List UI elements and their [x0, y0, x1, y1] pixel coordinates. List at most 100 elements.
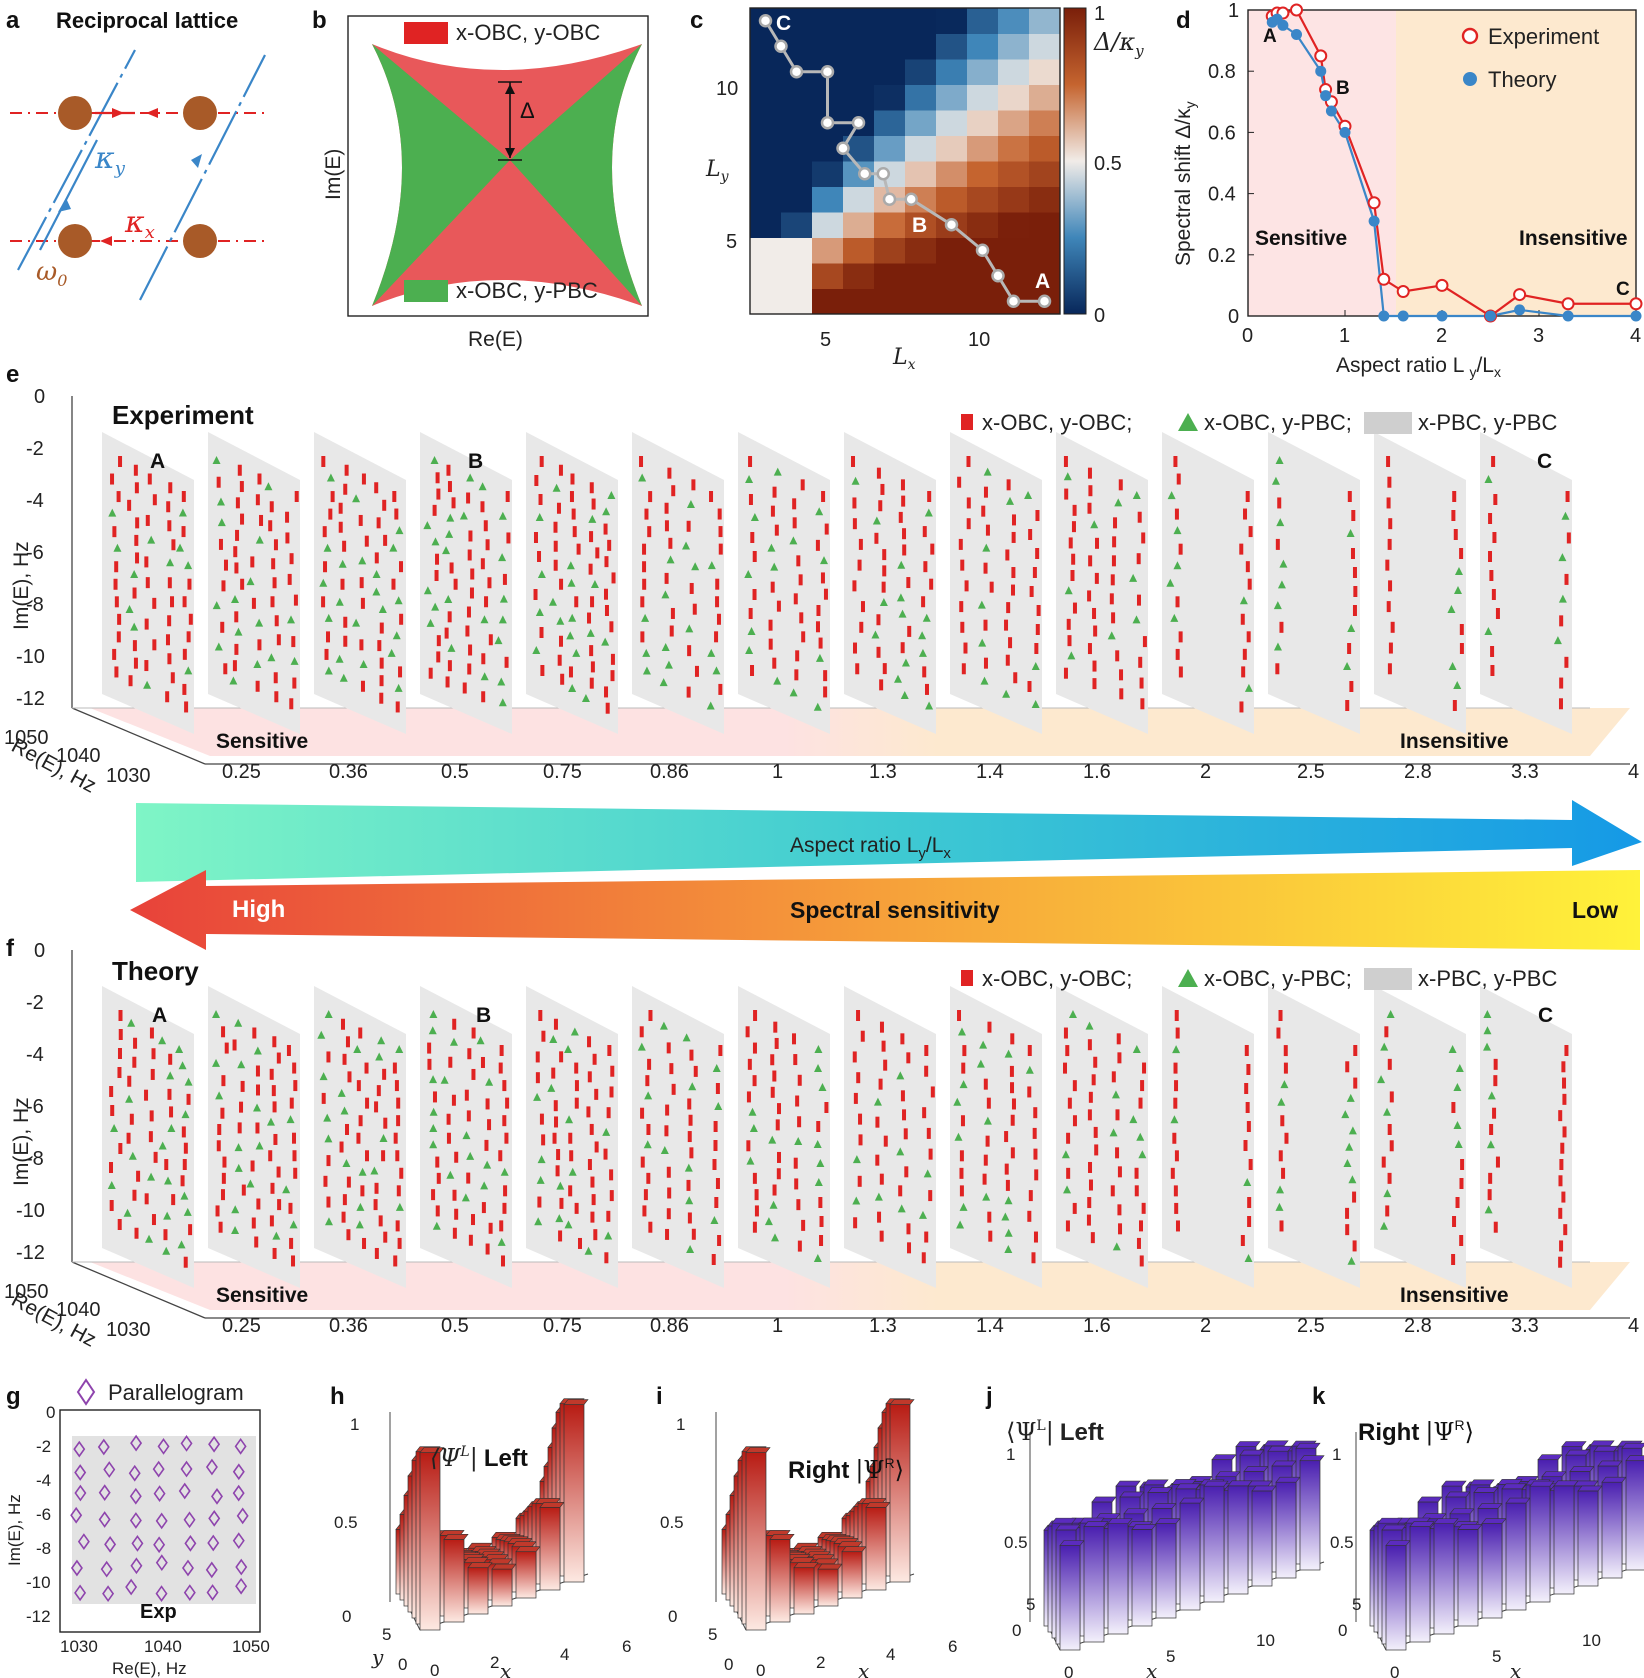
obc-obc-mark	[152, 597, 157, 609]
obc-obc-mark	[1390, 621, 1395, 633]
spectrum-plane	[1162, 986, 1254, 1288]
ratio-tick: 0.5	[441, 761, 469, 783]
heatmap-cell	[750, 84, 782, 111]
obc-obc-mark	[393, 1255, 398, 1267]
obc-obc-mark	[801, 1219, 806, 1231]
parallelogram-point	[155, 1554, 168, 1572]
path-point	[851, 116, 866, 130]
obc-obc-mark	[794, 1178, 799, 1190]
spectrum-plane	[632, 432, 724, 734]
obc-obc-mark	[222, 1156, 227, 1168]
heatmap-cell	[843, 33, 875, 60]
obc-obc-mark	[878, 1078, 883, 1090]
obc-pbc-mark	[485, 1077, 494, 1086]
obc-obc-mark	[966, 456, 971, 467]
obc-obc-mark	[152, 639, 157, 651]
panel-letter-h: h	[330, 1383, 345, 1410]
obc-pbc-mark	[1132, 615, 1141, 624]
obc-obc-mark	[927, 491, 932, 502]
obc-obc-mark	[356, 1080, 361, 1092]
panel-f-region-band	[90, 1262, 1630, 1310]
heatmap-cell	[998, 135, 1030, 162]
d-xtick: 2	[1436, 325, 1447, 347]
obc-obc-mark	[1452, 700, 1457, 711]
heatmap-cell	[967, 8, 999, 34]
obc-pbc-mark	[1273, 642, 1282, 651]
obc-pbc-mark	[1173, 561, 1182, 570]
spectrum-plane	[1374, 986, 1466, 1288]
obc-obc-mark	[1386, 497, 1391, 509]
panel-c: c C B A 5 10 5 10 Lx Ly 1 0.5 0 Δ/κy	[690, 3, 1144, 373]
obc-pbc-mark	[814, 1045, 823, 1053]
obc-pbc-mark	[1031, 662, 1040, 670]
parallelogram-point	[70, 1559, 83, 1577]
obc-pbc-mark	[983, 467, 992, 476]
obc-obc-mark	[1011, 567, 1016, 579]
obc-obc-mark	[717, 508, 722, 520]
obc-obc-mark	[904, 1166, 909, 1178]
obc-pbc-mark	[335, 597, 344, 606]
obc-pbc-mark	[746, 1156, 755, 1165]
obc-obc-mark	[1248, 1159, 1253, 1170]
spectrum-plane	[738, 432, 830, 734]
heatmap-cell	[781, 8, 813, 34]
heatmap-cell	[874, 237, 906, 264]
obc-pbc-mark	[1347, 624, 1356, 632]
obc-pbc-mark	[1004, 1245, 1013, 1254]
heatmap-cell	[998, 212, 1030, 238]
bar-top	[1561, 1441, 1587, 1447]
obc-pbc-mark	[813, 1140, 822, 1148]
obc-obc-mark	[541, 1134, 546, 1146]
panel-b: b x-OBC, y-OBC x-OBC, y-PBC Δ Re(E) Im(E…	[312, 7, 649, 351]
obc-obc-mark	[774, 524, 779, 536]
obc-pbc-mark	[556, 616, 565, 625]
obc-obc-mark	[1087, 1197, 1092, 1209]
i-xlabel: x	[858, 1659, 869, 1678]
obc-obc-mark	[1280, 1115, 1285, 1127]
obc-obc-mark	[1136, 1237, 1141, 1249]
panel-g-frame	[59, 1409, 261, 1633]
obc-obc-mark	[1173, 1062, 1178, 1074]
obc-obc-mark	[1119, 688, 1124, 700]
obc-obc-mark	[1119, 669, 1124, 681]
obc-obc-mark	[344, 464, 349, 476]
obc-obc-mark	[1087, 590, 1092, 602]
obc-obc-mark	[777, 1151, 782, 1163]
obc-obc-mark	[1451, 510, 1456, 521]
obc-obc-mark	[590, 1211, 595, 1223]
obc-pbc-mark	[549, 1035, 558, 1044]
e-ytick: -12	[16, 688, 45, 710]
obc-obc-mark	[671, 485, 676, 497]
obc-obc-mark	[165, 691, 170, 703]
obc-pbc-mark	[167, 1123, 176, 1132]
heatmap-cell	[750, 135, 782, 162]
obc-obc-mark	[217, 1124, 222, 1135]
obc-obc-mark	[611, 572, 616, 584]
obc-pbc-mark	[1276, 518, 1285, 527]
bar-top	[865, 1502, 891, 1508]
obc-pbc-mark	[216, 497, 225, 506]
obc-pbc-mark	[352, 494, 361, 503]
parallelogram-point	[205, 1458, 218, 1476]
h-label: ⟨ΨL| Left	[430, 1444, 528, 1473]
obc-obc-mark	[689, 1049, 694, 1061]
parallelogram-point	[104, 1535, 117, 1553]
parallelogram-point	[184, 1534, 197, 1552]
obc-obc-mark	[1065, 1220, 1070, 1232]
path-point	[789, 65, 804, 79]
obc-obc-mark	[465, 625, 470, 637]
f-ytick: -2	[26, 992, 44, 1014]
obc-pbc-mark	[682, 541, 691, 550]
obc-obc-mark	[799, 612, 804, 624]
obc-obc-mark	[499, 1220, 504, 1232]
heatmap-cell	[936, 186, 968, 213]
obc-pbc-mark	[143, 680, 152, 689]
obc-obc-mark	[1561, 1061, 1566, 1073]
obc-pbc-mark	[770, 1233, 779, 1242]
obc-obc-mark	[360, 597, 365, 609]
obc-obc-mark	[277, 1199, 282, 1211]
d-ytick: 0.2	[1208, 245, 1236, 267]
f-ytick: -10	[16, 1200, 45, 1222]
spectrum-plane	[1056, 432, 1148, 734]
panel-a: a Reciprocal lattice κy κx ω0	[6, 7, 270, 301]
